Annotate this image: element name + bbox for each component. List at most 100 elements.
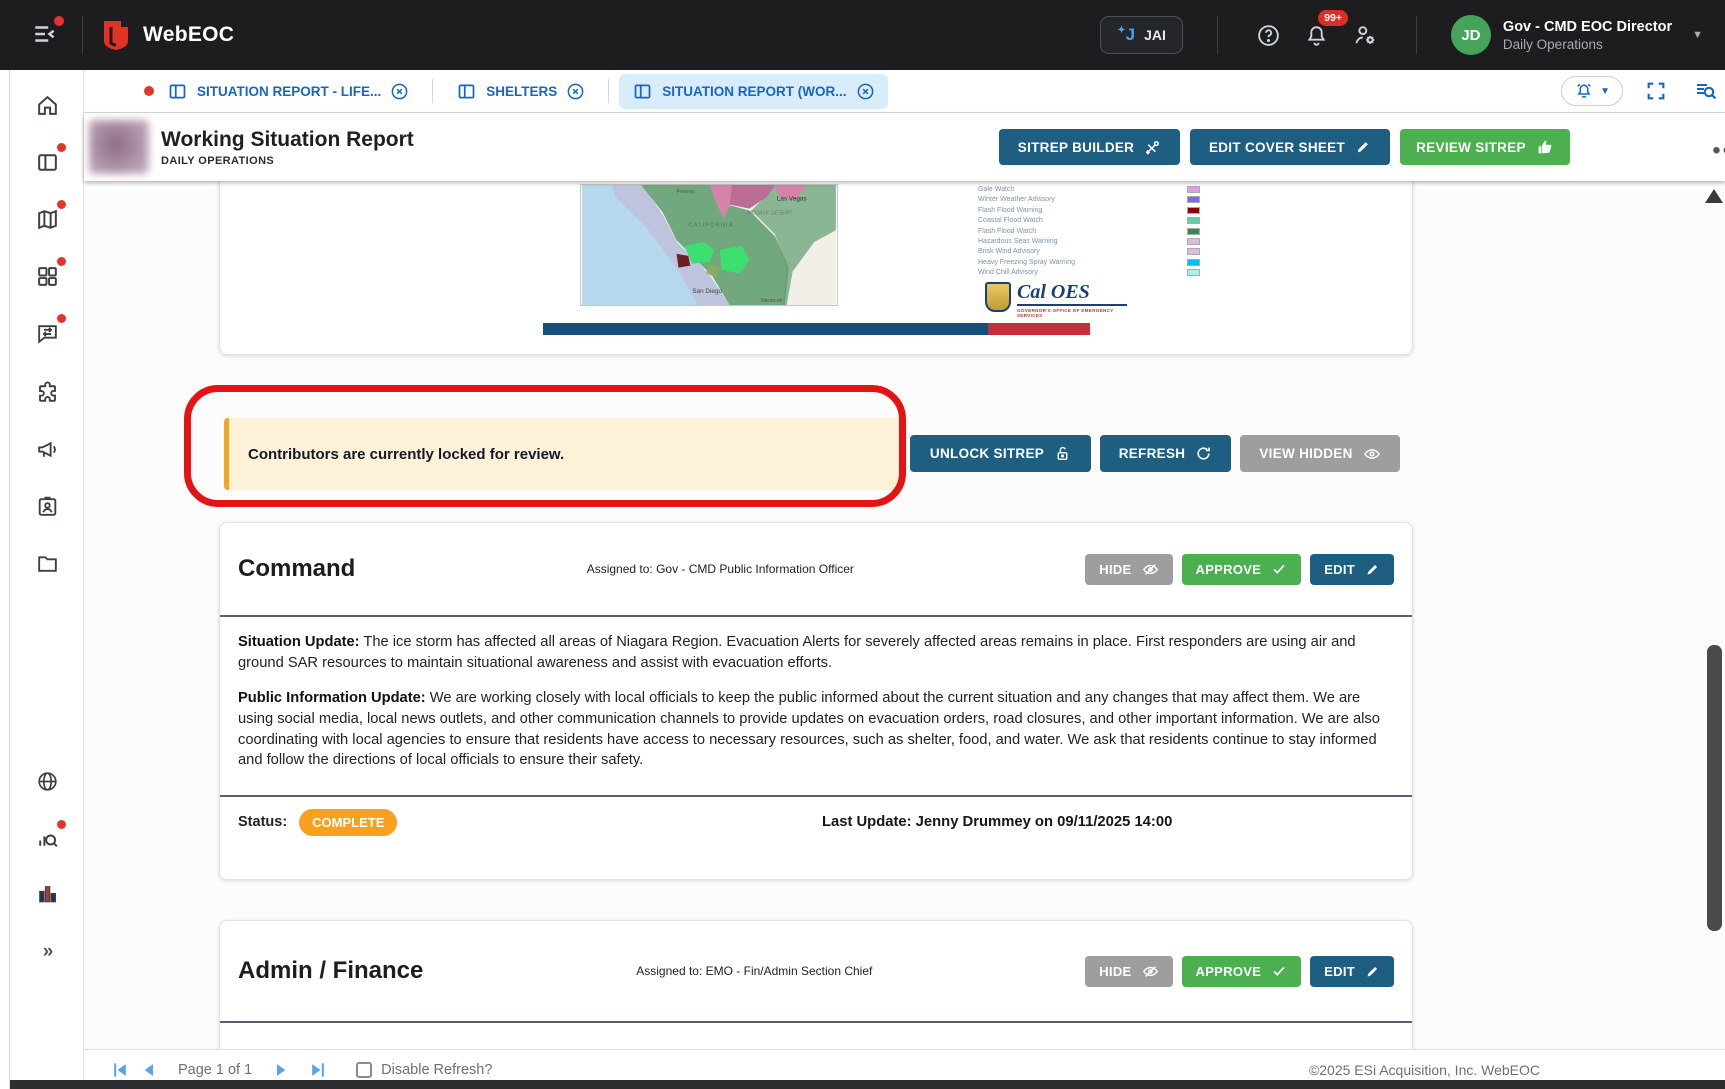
legend-color-chip: [1187, 248, 1200, 256]
tab-situation-report-life[interactable]: SITUATION REPORT - LIFE...: [131, 74, 422, 109]
sidebar-item-search-analytics[interactable]: [26, 818, 68, 860]
page-subtitle: DAILY OPERATIONS: [161, 154, 275, 167]
review-sitrep-button[interactable]: REVIEW SITREP: [1400, 129, 1570, 165]
user-admin-button[interactable]: [1348, 18, 1382, 52]
jai-assistant-button[interactable]: ✦J JAI: [1100, 16, 1183, 54]
sidebar-item-home[interactable]: [26, 84, 68, 126]
tab-situation-report-working[interactable]: SITUATION REPORT (WOR...: [619, 73, 888, 109]
page-title: Working Situation Report: [161, 127, 414, 151]
legend-label: Flash Flood Warning: [978, 206, 1043, 214]
horizontal-scrollbar-track[interactable]: [10, 1080, 1725, 1089]
notification-dot: [57, 820, 66, 829]
tab-shelters[interactable]: SHELTERS: [443, 74, 598, 109]
hide-button[interactable]: HIDE: [1085, 955, 1173, 987]
board-icon: [634, 84, 651, 98]
last-page-button[interactable]: [304, 1058, 332, 1082]
cal-oes-subtitle: GOVERNOR'S OFFICE OF EMERGENCY SERVICES: [1017, 308, 1114, 318]
tab-bar: SITUATION REPORT - LIFE... SHELTERS SITU…: [84, 70, 1725, 113]
previous-page-button[interactable]: [134, 1058, 162, 1082]
board-search-button[interactable]: [1689, 74, 1723, 108]
chat-exchange-icon: [37, 324, 57, 344]
list-search-icon: [1697, 83, 1717, 100]
first-page-button[interactable]: [106, 1058, 134, 1082]
close-icon[interactable]: [390, 82, 409, 101]
close-icon[interactable]: [566, 82, 585, 101]
cal-oes-logo: Cal OES GOVERNOR'S OFFICE OF EMERGENCY S…: [985, 282, 1127, 318]
report-cover-card: Fresno Las Vegas CALIFORNIA MOJAVE DESER…: [219, 181, 1413, 355]
collapse-menu-button[interactable]: [28, 16, 64, 52]
more-actions-button[interactable]: ••: [1712, 137, 1725, 164]
apps-grid-icon: [37, 266, 57, 286]
button-label: HIDE: [1099, 963, 1132, 979]
divider: [220, 1021, 1412, 1023]
eye-off-icon: [1142, 965, 1158, 977]
edit-cover-sheet-button[interactable]: EDIT COVER SHEET: [1190, 129, 1390, 165]
thumbs-up-icon: [1538, 140, 1552, 154]
disable-refresh-checkbox[interactable]: [356, 1061, 373, 1078]
legend-label: Hazardous Seas Warning: [978, 237, 1058, 245]
section-assigned-to: Assigned to: Gov - CMD Public Informatio…: [586, 562, 854, 576]
sidebar-item-dashboards[interactable]: [26, 255, 68, 297]
sidebar-item-maps[interactable]: [26, 198, 68, 240]
chevron-down-icon: ▼: [1692, 29, 1703, 41]
last-page-icon: [312, 1062, 325, 1077]
sidebar-item-web[interactable]: [26, 760, 68, 802]
report-divider-bar: [543, 323, 1090, 335]
unlock-sitrep-button[interactable]: UNLOCK SITREP: [910, 435, 1091, 472]
button-label: UNLOCK SITREP: [929, 446, 1045, 461]
divider: [1216, 16, 1218, 54]
sidebar-item-boards[interactable]: [26, 141, 68, 183]
notifications-button[interactable]: 99+: [1300, 10, 1348, 52]
app-name: WebEOC: [143, 23, 235, 46]
sidebar-item-organization[interactable]: [26, 873, 68, 915]
notification-dot: [57, 314, 66, 323]
scroll-up-arrow[interactable]: [1705, 189, 1723, 203]
legend-label: Heavy Freezing Spray Warning: [978, 258, 1076, 266]
fullscreen-button[interactable]: [1639, 74, 1673, 108]
last-update: Last Update: Jenny Drummey on 09/11/2025…: [821, 814, 1173, 831]
help-button[interactable]: [1252, 18, 1286, 52]
next-page-button[interactable]: [268, 1058, 296, 1082]
legend-color-chip: [1187, 217, 1200, 225]
sitrep-builder-button[interactable]: SITREP BUILDER: [999, 129, 1180, 165]
sidebar-item-plugins[interactable]: [26, 371, 68, 413]
divider: [608, 79, 610, 103]
bell-ring-icon: [1577, 83, 1592, 98]
button-label: APPROVE: [1195, 963, 1262, 979]
button-label: EDIT: [1324, 963, 1355, 979]
approve-button[interactable]: APPROVE: [1181, 955, 1302, 987]
unread-dot: [144, 86, 154, 96]
sidebar-item-contacts[interactable]: [26, 485, 68, 527]
fullscreen-icon: [1647, 82, 1665, 100]
previous-page-icon: [144, 1063, 153, 1076]
legend-label: Brisk Wind Advisory: [978, 248, 1040, 256]
approve-button[interactable]: APPROVE: [1181, 553, 1302, 585]
alerts-dropdown-button[interactable]: ▼: [1561, 76, 1623, 106]
edit-button[interactable]: EDIT: [1310, 955, 1394, 987]
vertical-scrollbar-thumb[interactable]: [1707, 645, 1722, 931]
sidebar-item-files[interactable]: [26, 542, 68, 584]
paragraph-text: The ice storm has affected all areas of …: [238, 634, 1356, 671]
view-hidden-button[interactable]: VIEW HIDDEN: [1240, 435, 1400, 472]
cal-oes-title: Cal OES: [1017, 282, 1127, 306]
legend-label: Gale Watch: [978, 186, 1015, 193]
disable-refresh-label: Disable Refresh?: [381, 1061, 493, 1078]
legend-color-chip: [1187, 269, 1200, 277]
map-legend: Gale Watch Winter Weather Advisory Flash F…: [978, 186, 1200, 280]
organization-icon: [38, 885, 56, 902]
hide-button[interactable]: HIDE: [1085, 553, 1173, 585]
page-indicator: Page 1 of 1: [178, 1061, 253, 1078]
check-icon: [1273, 564, 1285, 574]
edit-button[interactable]: EDIT: [1310, 553, 1394, 585]
refresh-button[interactable]: REFRESH: [1100, 435, 1231, 472]
close-icon[interactable]: [856, 82, 875, 101]
user-menu[interactable]: JD Gov - CMD EOC Director Daily Operatio…: [1450, 15, 1703, 55]
sidebar-item-broadcast[interactable]: [26, 428, 68, 470]
sidebar-expand-button[interactable]: »: [26, 931, 68, 973]
divider: [220, 615, 1412, 617]
chevron-down-icon: ▼: [1600, 85, 1610, 97]
section-assigned-to: Assigned to: EMO - Fin/Admin Section Chi…: [636, 964, 873, 978]
divider: [1415, 16, 1417, 54]
sidebar-item-messages[interactable]: [26, 312, 68, 354]
